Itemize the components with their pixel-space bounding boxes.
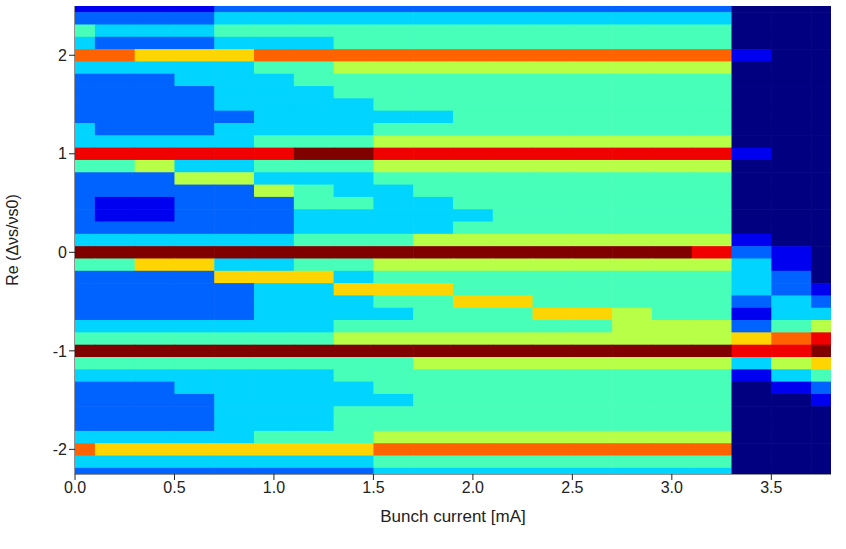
svg-text:3.0: 3.0 (661, 479, 683, 496)
svg-text:1: 1 (58, 145, 67, 162)
svg-text:2.5: 2.5 (561, 479, 583, 496)
svg-text:3.5: 3.5 (760, 479, 782, 496)
svg-text:1.5: 1.5 (362, 479, 384, 496)
svg-text:-1: -1 (53, 343, 67, 360)
svg-text:1.0: 1.0 (263, 479, 285, 496)
svg-text:Bunch current [mA]: Bunch current [mA] (380, 507, 526, 526)
svg-text:0.0: 0.0 (64, 479, 86, 496)
svg-text:2: 2 (58, 47, 67, 64)
svg-text:0: 0 (58, 244, 67, 261)
svg-text:0.5: 0.5 (163, 479, 185, 496)
svg-text:Re (Δνs/νs0): Re (Δνs/νs0) (4, 194, 21, 286)
svg-text:-2: -2 (53, 441, 67, 458)
svg-text:2.0: 2.0 (462, 479, 484, 496)
